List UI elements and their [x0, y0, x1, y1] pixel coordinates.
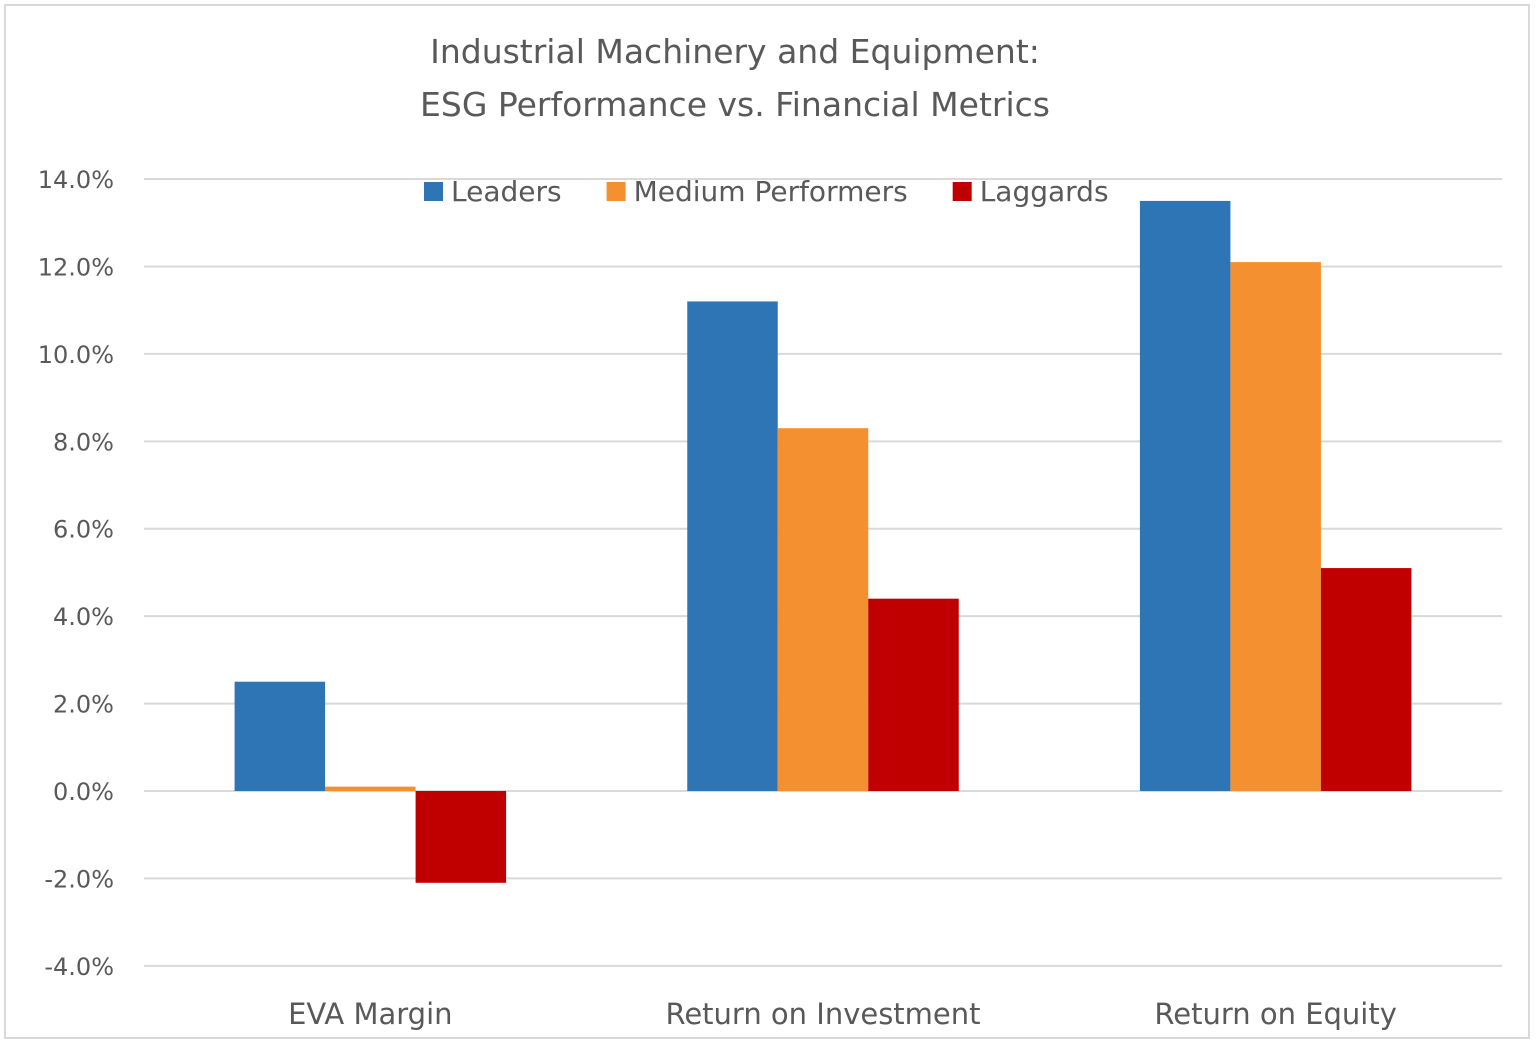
chart-frame: [4, 4, 1530, 1039]
bar-laggards: [1320, 568, 1412, 791]
y-tick-label: 12.0%: [38, 253, 114, 281]
bar-laggards: [415, 791, 507, 883]
bar-medium-performers: [325, 786, 416, 791]
y-tick-label: 14.0%: [38, 166, 114, 194]
legend-label: Leaders: [451, 175, 562, 208]
y-tick-label: 0.0%: [53, 778, 114, 806]
bar-leaders: [1139, 200, 1231, 792]
bar-medium-performers: [777, 428, 869, 791]
x-category-label: Return on Investment: [665, 997, 980, 1031]
bar-medium-performers: [1230, 262, 1321, 791]
y-tick-label: 6.0%: [53, 516, 114, 544]
x-category-label: EVA Margin: [288, 997, 452, 1031]
y-tick-label: 2.0%: [53, 691, 114, 719]
bar-leaders: [687, 301, 778, 791]
y-tick-label: 4.0%: [53, 603, 114, 631]
legend-swatch: [606, 182, 626, 201]
legend-label: Medium Performers: [634, 175, 908, 208]
bar-laggards: [868, 598, 959, 791]
y-tick-label: 10.0%: [38, 341, 114, 369]
legend-swatch: [424, 182, 443, 201]
y-tick-label: -2.0%: [44, 865, 114, 893]
chart-title-line-2: ESG Performance vs. Financial Metrics: [420, 85, 1050, 124]
legend-swatch: [952, 182, 972, 201]
y-tick-label: -4.0%: [44, 953, 114, 981]
legend-label: Laggards: [980, 175, 1109, 208]
chart-title-line-1: Industrial Machinery and Equipment:: [430, 32, 1040, 71]
x-category-label: Return on Equity: [1154, 997, 1397, 1031]
bar-leaders: [234, 681, 326, 791]
y-tick-label: 8.0%: [53, 428, 114, 456]
